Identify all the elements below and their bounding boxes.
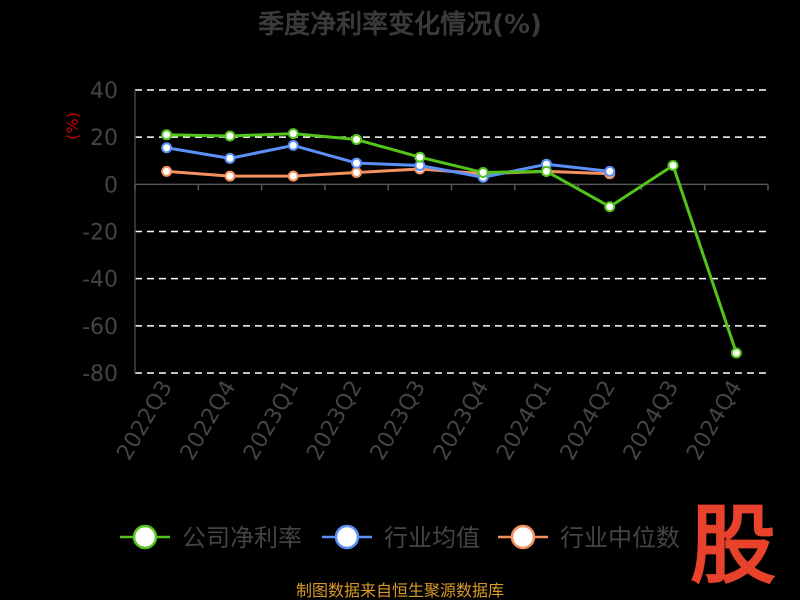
- source-text: 制图数据来自恒生聚源数据库: [296, 581, 504, 600]
- data-point: [161, 165, 173, 177]
- series-line: [166, 132, 738, 354]
- y-axis-label: (%): [63, 112, 82, 140]
- data-point: [540, 165, 552, 177]
- y-tick-label: -40: [82, 268, 118, 293]
- y-tick-label: -80: [82, 362, 118, 387]
- y-tick-label: 20: [90, 126, 118, 151]
- x-tick-label: 2022Q4: [176, 377, 241, 465]
- data-point: [287, 139, 299, 151]
- chart-title: 季度净利率变化情况(%): [258, 9, 542, 40]
- y-tick-labels: 40 20 0 -20 -40 -60 -80: [82, 79, 118, 387]
- legend-item: 公司净利率: [120, 524, 302, 552]
- data-point: [224, 130, 236, 142]
- legend-label: 行业中位数: [560, 524, 680, 552]
- series-line: [166, 143, 610, 179]
- data-point: [287, 128, 299, 140]
- data-point: [287, 170, 299, 182]
- legend: 公司净利率 行业均值 行业中位数: [120, 524, 680, 552]
- x-tick-label: 2024Q2: [556, 377, 621, 465]
- x-tick-labels: 2022Q32022Q42023Q12023Q22023Q32023Q42024…: [113, 376, 748, 464]
- legend-marker: [334, 524, 360, 550]
- x-tick-label: 2022Q3: [113, 377, 178, 465]
- gridlines: [135, 89, 768, 374]
- legend-marker: [132, 524, 158, 550]
- x-tick-label: 2024Q3: [619, 377, 684, 465]
- y-tick-label: -20: [82, 221, 118, 246]
- data-point: [224, 152, 236, 164]
- data-point: [730, 347, 742, 359]
- data-point: [351, 134, 363, 146]
- data-point: [604, 165, 616, 177]
- y-tick-label: -60: [82, 315, 118, 340]
- data-point: [477, 167, 489, 179]
- x-tick-label: 2023Q3: [366, 376, 431, 464]
- series-layer: [161, 128, 742, 359]
- data-point: [414, 151, 426, 163]
- x-tick-label: 2024Q1: [492, 377, 557, 465]
- data-point: [604, 201, 616, 213]
- data-point: [667, 159, 679, 171]
- x-tick-label: 2023Q4: [429, 377, 494, 465]
- x-tick-label: 2023Q2: [302, 377, 367, 465]
- legend-item: 行业均值: [322, 524, 480, 552]
- logo-text: 股: [690, 496, 776, 596]
- data-point: [224, 170, 236, 182]
- y-tick-label: 0: [104, 173, 118, 198]
- legend-item: 行业中位数: [498, 524, 680, 552]
- data-point: [161, 129, 173, 141]
- x-tick-label: 2024Q4: [682, 377, 747, 465]
- legend-marker: [510, 524, 536, 550]
- y-tick-label: 40: [90, 79, 118, 104]
- series-公司净利率: [161, 128, 742, 359]
- data-point: [351, 167, 363, 179]
- x-tick-label: 2023Q1: [239, 377, 304, 465]
- legend-label: 公司净利率: [182, 524, 302, 552]
- legend-label: 行业均值: [384, 524, 480, 552]
- data-point: [351, 157, 363, 169]
- data-point: [161, 142, 173, 154]
